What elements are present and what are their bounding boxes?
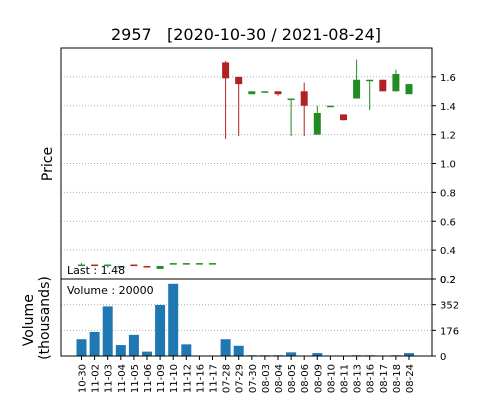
- x-tick-label: 08-18: [392, 364, 403, 393]
- candle-body: [195, 263, 203, 265]
- x-tick-label: 07-30: [248, 364, 259, 393]
- chart-title: 2957 [2020-10-30 / 2021-08-24]: [111, 25, 381, 44]
- volume-bar: [286, 352, 297, 356]
- candle-body: [91, 264, 99, 267]
- volume-bar: [89, 331, 100, 356]
- volume-bar: [312, 353, 323, 356]
- x-tick-label: 10-30: [78, 364, 89, 393]
- volume-bar: [115, 345, 126, 356]
- volume-bar: [76, 339, 87, 356]
- x-tick-label: 07-29: [235, 364, 246, 393]
- volume-grid: [61, 304, 432, 331]
- candle-body: [104, 264, 112, 267]
- price-tick-label: 0.8: [440, 188, 456, 199]
- candles: [78, 59, 413, 269]
- candle-body: [143, 266, 151, 268]
- candle-body: [169, 263, 177, 265]
- candle-body: [300, 91, 308, 106]
- x-tick-label: 08-10: [326, 364, 337, 393]
- volume-tick-label: 0.2: [440, 275, 456, 286]
- price-tick-label: 1.4: [440, 102, 456, 113]
- candle-body: [366, 79, 374, 82]
- x-tick-label: 11-02: [91, 364, 102, 393]
- x-tick-label: 11-09: [156, 364, 167, 393]
- x-tick-label: 08-06: [300, 364, 311, 393]
- x-tick-label: 08-11: [340, 364, 351, 393]
- x-tick-label: 11-03: [104, 364, 115, 393]
- volume-y-ticks: 0 176 352 0.2: [432, 275, 459, 363]
- x-tick-label: 08-16: [366, 364, 377, 393]
- price-tick-label: 1.0: [440, 160, 456, 171]
- x-tick-label: 11-10: [169, 364, 180, 393]
- volume-bar: [233, 345, 244, 356]
- candle-body: [405, 84, 413, 95]
- x-tick-label: 11-05: [130, 364, 141, 393]
- x-tick-label: 11-17: [209, 364, 220, 393]
- x-tick-label: 08-09: [313, 364, 324, 393]
- candle-body: [209, 263, 216, 265]
- volume-bar: [142, 351, 152, 356]
- x-tick-label: 08-05: [287, 364, 298, 393]
- candle-body: [379, 79, 387, 92]
- volume-axis-label-line1: Volume: [21, 294, 37, 346]
- candle-body: [235, 76, 243, 85]
- x-axis-ticks: 10-30 11-02 11-03 11-04 11-05 11-06 11-09 11-10…: [78, 356, 416, 393]
- candle-body: [117, 266, 125, 268]
- x-tick-label: 08-24: [405, 364, 416, 393]
- volume-axis-label-line2: (thousands): [37, 276, 53, 360]
- volume-bar: [102, 306, 113, 356]
- candle-body: [261, 91, 269, 93]
- candle-body: [340, 114, 347, 121]
- volume-tick-label: 352: [440, 301, 459, 312]
- candle-body: [313, 112, 321, 135]
- price-tick-label: 0.6: [440, 217, 456, 228]
- candle-body: [287, 98, 295, 101]
- x-tick-label: 11-16: [195, 364, 206, 393]
- volume-bar: [220, 339, 231, 356]
- x-tick-label: 08-13: [353, 364, 364, 393]
- candle-body: [248, 91, 256, 95]
- candle-body: [353, 79, 361, 99]
- volume-bars: [76, 283, 414, 356]
- price-tick-label: 0.4: [440, 246, 456, 257]
- x-tick-label: 08-04: [274, 364, 285, 393]
- volume-tick-label: 0: [440, 352, 446, 363]
- volume-bar: [404, 353, 414, 356]
- price-tick-label: 1.2: [440, 131, 456, 142]
- x-tick-label: 11-06: [143, 364, 154, 393]
- candle-body: [130, 264, 138, 267]
- price-tick-label: 1.6: [440, 73, 456, 84]
- price-tick-label: 0.2: [440, 275, 456, 286]
- x-tick-label: 11-12: [182, 364, 193, 393]
- last-price-label: Last : 1.48: [67, 264, 125, 277]
- volume-tick-label: 176: [440, 326, 459, 337]
- candle-body: [274, 91, 282, 95]
- price-y-ticks: 0.2 0.4 0.6 0.8 1.0 1.2 1.4 1.6: [432, 73, 456, 286]
- candle-body: [392, 73, 400, 92]
- x-tick-label: 08-17: [379, 364, 390, 393]
- candle-body: [78, 264, 85, 267]
- candle-body: [182, 263, 190, 265]
- price-axis-label: Price: [40, 147, 56, 181]
- candle-body: [222, 62, 230, 79]
- volume-bar: [168, 283, 179, 356]
- volume-bar: [181, 344, 192, 356]
- volume-label: Volume : 20000: [67, 284, 154, 297]
- volume-bar: [128, 334, 139, 356]
- volume-axis-label: Volume (thousands): [21, 276, 53, 360]
- x-tick-label: 07-28: [222, 364, 233, 393]
- volume-panel-frame: [60, 278, 433, 357]
- candle-body: [326, 105, 334, 108]
- volume-bar: [155, 304, 166, 356]
- x-tick-label: 11-04: [117, 364, 128, 393]
- price-grid: [61, 76, 432, 280]
- candle-body: [156, 266, 164, 269]
- x-tick-label: 08-03: [261, 364, 272, 393]
